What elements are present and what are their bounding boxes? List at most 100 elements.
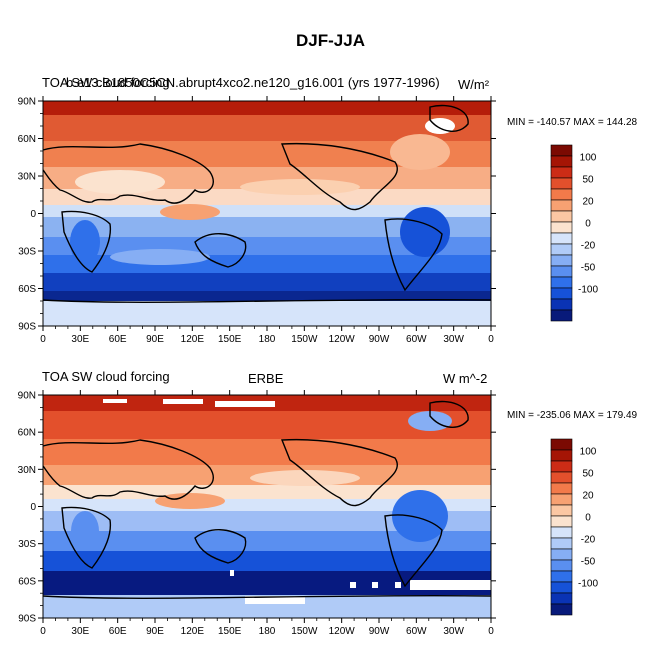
panel2-lat-tick-label: 30N: [18, 465, 36, 476]
panel1-units: W/m²: [458, 77, 490, 92]
panel1-map: 0 30E 60E 90E 120E 150E 180 150W 120W 90W 60W 30W 0 …: [18, 96, 496, 345]
panel1-colorbar-label: 0: [585, 219, 591, 230]
panel1-colorbar-label: 100: [580, 153, 597, 164]
panel1-lon-tick-label: 0: [40, 334, 46, 345]
panel2-colorbar-box: [550, 482, 573, 495]
panel2-colorbar-box: [550, 559, 573, 572]
panel2-colorbar-label: -100: [578, 579, 598, 590]
panel2-lat-ticks: 90N 60N 30N 0 30S 60S 90S: [18, 391, 496, 625]
panel1-axes: 0 30E 60E 90E 120E 150E 180 150W 120W 90W 60W 30W 0 …: [18, 96, 496, 345]
panel2-colorbar-box: [550, 603, 573, 616]
panel2-lon-tick-label: 30W: [443, 626, 464, 637]
panel1-lat-tick-label: 60S: [18, 284, 36, 295]
panel2-colorbar-box: [550, 493, 573, 506]
panel1-colorbar-box: [550, 287, 573, 300]
panel1-colorbar-label: 50: [582, 175, 594, 186]
panel2-left-title: TOA SW cloud forcing: [42, 369, 170, 384]
panel2-colorbar-box: [550, 515, 573, 528]
panel1-lon-tick-label: 90E: [146, 334, 164, 345]
panel2-colorbar-label: -50: [581, 557, 596, 568]
panel1-lon-ticks: 0 30E 60E 90E 120E 150E 180 150W 120W 90W 60W 30W 0: [40, 96, 494, 345]
panel1-lat-ticks: 90N 60N 30N 0 30S 60S 90S: [18, 97, 496, 333]
panel2-colorbar-label: 0: [585, 513, 591, 524]
panel1-colorbar-box: [550, 232, 573, 245]
panel2-colorbar-box: [550, 438, 573, 451]
panel2-lat-tick-label: 90S: [18, 614, 36, 625]
panel2-lon-tick-label: 120E: [181, 626, 205, 637]
panel2-colorbar-box: [550, 449, 573, 462]
panel1-lon-tick-label: 30W: [443, 334, 464, 345]
panel2-colorbar-label: 50: [582, 469, 594, 480]
panel2-coastlines: [42, 400, 492, 599]
panel1-colorbar-label: -50: [581, 263, 596, 274]
panel2-field: [43, 395, 491, 618]
panel1-field: [43, 101, 491, 326]
panel2-colorbar-box: [550, 581, 573, 594]
panel2-center-title: ERBE: [248, 371, 284, 386]
panel2-colorbar-label: -20: [581, 535, 596, 546]
panel1-colorbar-box: [550, 210, 573, 223]
panel1-left-title-b: b.e13.B1850C5CN.abrupt4xco2.ne120_g16.00…: [66, 75, 440, 90]
panel2-colorbar-box: [550, 570, 573, 583]
panel2-lat-tick-label: 0: [30, 502, 36, 513]
panel2-lon-tick-label: 0: [488, 626, 494, 637]
panel2-colorbar-box: [550, 504, 573, 517]
panel1-colorbar-box: [550, 155, 573, 168]
panel2-lon-tick-label: 180: [259, 626, 276, 637]
panel1-colorbar-box: [550, 309, 573, 322]
panel1-colorbar-box: [550, 243, 573, 256]
panel1-colorbar-box: [550, 199, 573, 212]
panel2-colorbar: 100 50 20 0 -20 -50 -100: [550, 438, 598, 616]
panel1-colorbar-box: [550, 221, 573, 234]
panel2-colorbar-label: 20: [582, 491, 594, 502]
figure-title: DJF-JJA: [296, 31, 365, 50]
panel1-lon-tick-label: 120W: [329, 334, 356, 345]
panel2-colorbar-box: [550, 460, 573, 473]
panel2-colorbar-box: [550, 537, 573, 550]
panel2-lat-tick-label: 60S: [18, 576, 36, 587]
panel1-colorbar-box: [550, 265, 573, 278]
panel1-lon-tick-label: 0: [488, 334, 494, 345]
panel2-lon-tick-label: 150E: [218, 626, 242, 637]
panel1-lat-tick-label: 60N: [18, 134, 36, 145]
panel1-colorbar-box: [550, 166, 573, 179]
panel1-lat-tick-label: 90N: [18, 97, 36, 108]
panel1-colorbar-box: [550, 254, 573, 267]
panel1-lat-tick-label: 90S: [18, 322, 36, 333]
panel1-coastlines: [42, 104, 492, 303]
panel2-axes: 0 30E 60E 90E 120E 150E 180 150W 120W 90W 60W 30W 0 …: [18, 390, 496, 637]
panel2-lon-tick-label: 0: [40, 626, 46, 637]
panel2-lon-ticks: 0 30E 60E 90E 120E 150E 180 150W 120W 90W 60W 30W 0: [40, 390, 494, 637]
panel2-colorbar-box: [550, 471, 573, 484]
panel1-colorbar-label: -100: [578, 285, 598, 296]
panel1-colorbar-box: [550, 144, 573, 157]
panel1-lon-tick-label: 60W: [406, 334, 427, 345]
panel2-lon-tick-label: 90W: [369, 626, 390, 637]
panel2-lon-tick-label: 30E: [71, 626, 89, 637]
panel2-colorbar-box: [550, 592, 573, 605]
panel2-colorbar-box: [550, 548, 573, 561]
panel2-lon-tick-label: 60W: [406, 626, 427, 637]
panel2-lat-tick-label: 60N: [18, 428, 36, 439]
panel1-lon-tick-label: 90W: [369, 334, 390, 345]
panel1-lon-tick-label: 180: [259, 334, 276, 345]
panel2-lon-tick-label: 90E: [146, 626, 164, 637]
panel1-lon-tick-label: 60E: [109, 334, 127, 345]
panel2-lon-tick-label: 150W: [291, 626, 318, 637]
panel1-colorbar-box: [550, 298, 573, 311]
panel2-lon-tick-label: 60E: [109, 626, 127, 637]
panel1-colorbar-label: -20: [581, 241, 596, 252]
panel1-colorbar-label: 20: [582, 197, 594, 208]
panel2-min-max: MIN = -235.06 MAX = 179.49: [507, 410, 638, 421]
panel2-lon-tick-label: 120W: [329, 626, 356, 637]
panel1-lon-tick-label: 120E: [181, 334, 205, 345]
panel1-lon-tick-label: 150W: [291, 334, 318, 345]
panel2-units: W m^-2: [443, 371, 488, 386]
panel2-colorbar-box: [550, 526, 573, 539]
panel1-min-max: MIN = -140.57 MAX = 144.28: [507, 117, 638, 128]
panel2-map: 0 30E 60E 90E 120E 150E 180 150W 120W 90W 60W 30W 0 …: [18, 390, 496, 637]
panel1-colorbar-box: [550, 177, 573, 190]
panel2-lat-tick-label: 90N: [18, 391, 36, 402]
panel1-colorbar: 100 50 20 0 -20 -50 -100: [550, 144, 598, 322]
panel1-colorbar-box: [550, 276, 573, 289]
